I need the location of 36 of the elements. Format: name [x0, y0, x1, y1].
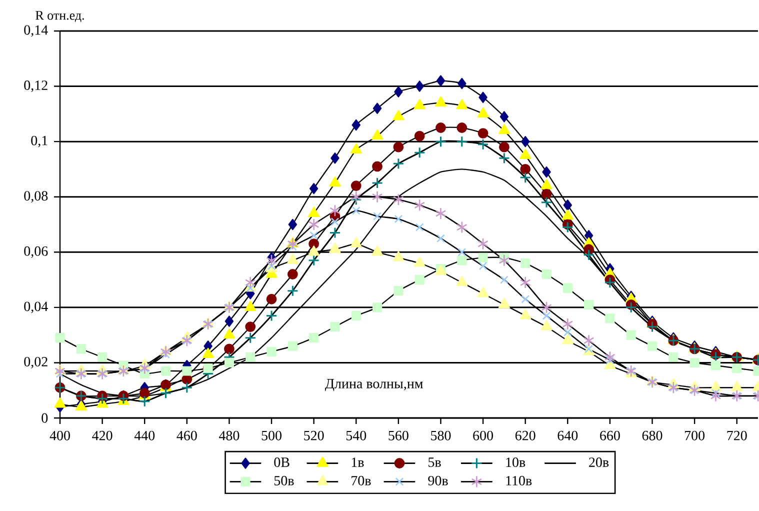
- legend-label: 90в: [428, 476, 448, 486]
- x-tick-label: 480: [218, 430, 240, 440]
- y-tick-label: 0,02: [24, 356, 48, 368]
- x-axis-title: Длина волны,нм: [325, 379, 423, 392]
- legend-label: 10в: [506, 458, 526, 467]
- y-tick-label: 0,1: [31, 136, 48, 148]
- y-tick-label: 0,12: [24, 80, 48, 92]
- x-tick-label: 560: [388, 430, 408, 440]
- x-tick-label: 440: [134, 430, 155, 440]
- x-tick-label: 420: [92, 430, 112, 440]
- legend-label: 70в: [352, 476, 371, 486]
- y-tick-label: 0,14: [24, 25, 48, 37]
- legend-label: 20в: [589, 458, 609, 467]
- legend-label: 1в: [352, 458, 364, 467]
- x-tick-label: 660: [600, 430, 620, 440]
- x-tick-label: 400: [50, 430, 70, 440]
- legend-label: 0В: [274, 458, 290, 467]
- x-tick-label: 600: [473, 430, 494, 440]
- y-axis-title: R отн.ед.: [36, 11, 84, 22]
- y-tick-label: 0,08: [24, 191, 48, 203]
- x-tick-label: 640: [558, 430, 578, 440]
- x-tick-label: 540: [346, 430, 366, 440]
- x-tick-label: 700: [684, 430, 705, 440]
- x-tick-label: 580: [431, 430, 451, 440]
- y-tick-label: 0: [42, 413, 48, 423]
- legend-label: 5в: [428, 458, 441, 467]
- x-tick-label: 460: [176, 430, 197, 440]
- x-tick-label: 680: [642, 430, 662, 440]
- x-tick-label: 720: [727, 430, 747, 440]
- y-tick-label: 0,06: [24, 246, 48, 258]
- y-tick-label: 0,04: [24, 302, 48, 314]
- legend-label: 110в: [506, 476, 532, 486]
- x-tick-label: 500: [262, 430, 282, 440]
- x-tick-label: 620: [515, 430, 536, 440]
- x-tick-label: 520: [304, 430, 324, 440]
- legend-label: 50в: [274, 476, 294, 486]
